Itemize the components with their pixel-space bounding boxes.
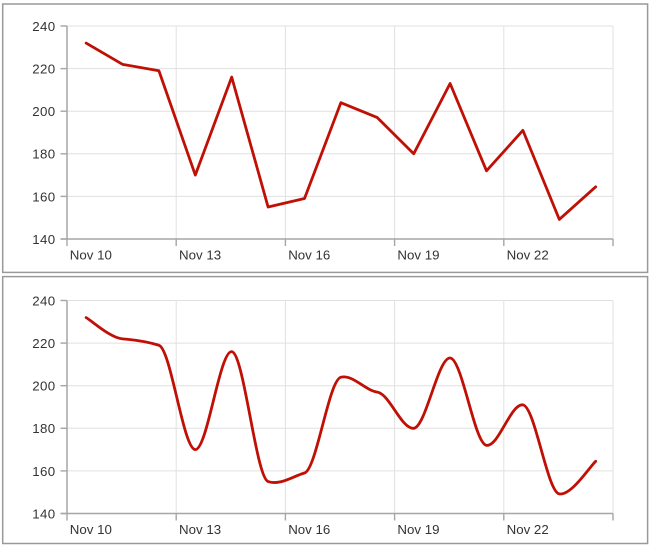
svg-text:200: 200 [32,379,55,394]
svg-text:220: 220 [32,336,55,351]
svg-text:180: 180 [32,147,55,162]
svg-text:Nov 22: Nov 22 [507,522,549,537]
svg-text:Nov 13: Nov 13 [179,248,221,263]
svg-text:Nov 19: Nov 19 [397,522,439,537]
svg-text:140: 140 [32,232,55,247]
svg-text:220: 220 [32,62,55,77]
svg-text:Nov 10: Nov 10 [70,248,112,263]
svg-text:140: 140 [32,506,55,521]
svg-text:Nov 16: Nov 16 [288,522,330,537]
svg-text:240: 240 [32,293,55,308]
svg-text:160: 160 [32,189,55,204]
svg-text:Nov 22: Nov 22 [507,248,549,263]
svg-text:Nov 13: Nov 13 [179,522,221,537]
svg-text:Nov 10: Nov 10 [70,522,112,537]
svg-text:200: 200 [32,104,55,119]
svg-text:Nov 19: Nov 19 [397,248,439,263]
svg-text:180: 180 [32,421,55,436]
svg-text:Nov 16: Nov 16 [288,248,330,263]
svg-text:160: 160 [32,464,55,479]
svg-text:240: 240 [32,19,55,34]
